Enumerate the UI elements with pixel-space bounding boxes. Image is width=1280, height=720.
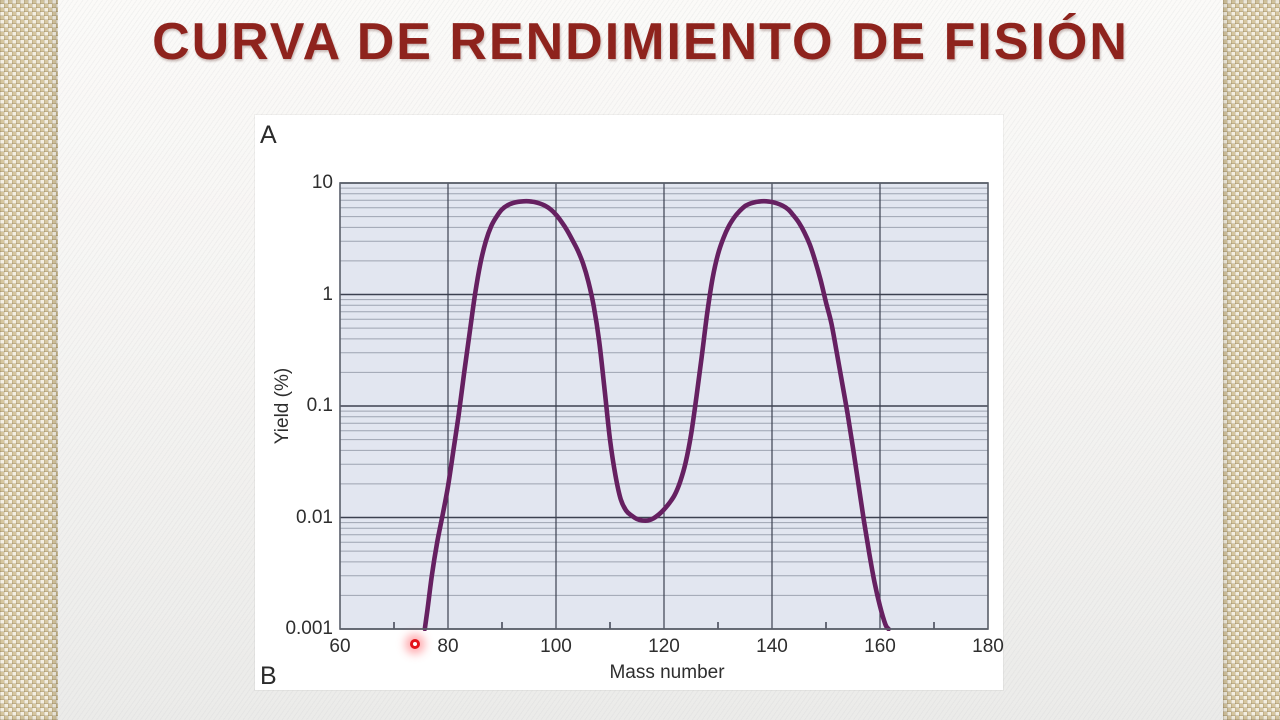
plot-frame: [339, 182, 989, 630]
x-tick-label: 160: [864, 636, 896, 657]
yield-curve-chart: [339, 182, 989, 631]
y-tick-label: 10: [311, 172, 333, 193]
x-tick-label: 80: [437, 636, 459, 657]
left-texture-border: [0, 0, 58, 720]
figure-label-b: B: [260, 662, 277, 690]
right-texture-border: [1223, 0, 1280, 720]
x-tick-label: 120: [648, 636, 680, 657]
fission-yield-curve: [422, 198, 891, 631]
pointer-dot: [410, 639, 420, 649]
page-title: CURVA DE RENDIMIENTO DE FISIÓN: [152, 13, 1129, 71]
grid-lines: [340, 182, 988, 630]
x-tick-label: 100: [540, 636, 572, 657]
x-tick-label: 180: [972, 636, 1004, 657]
x-tick-label: 140: [756, 636, 788, 657]
y-tick-label: 0.1: [306, 395, 333, 416]
y-tick-label: 0.001: [285, 618, 333, 639]
x-axis-title: Mass number: [609, 662, 725, 683]
x-tick-label: 60: [329, 636, 351, 657]
y-tick-label: 1: [322, 283, 333, 305]
slide-content: CURVA DE RENDIMIENTO DE FISIÓN A B Yield…: [58, 0, 1223, 720]
y-tick-label: 0.01: [296, 506, 333, 528]
chart-panel: A B Yield (%) Mass number 10 1 0.1 0.01 0.00…: [255, 115, 1004, 690]
figure-label-a: A: [260, 121, 277, 149]
